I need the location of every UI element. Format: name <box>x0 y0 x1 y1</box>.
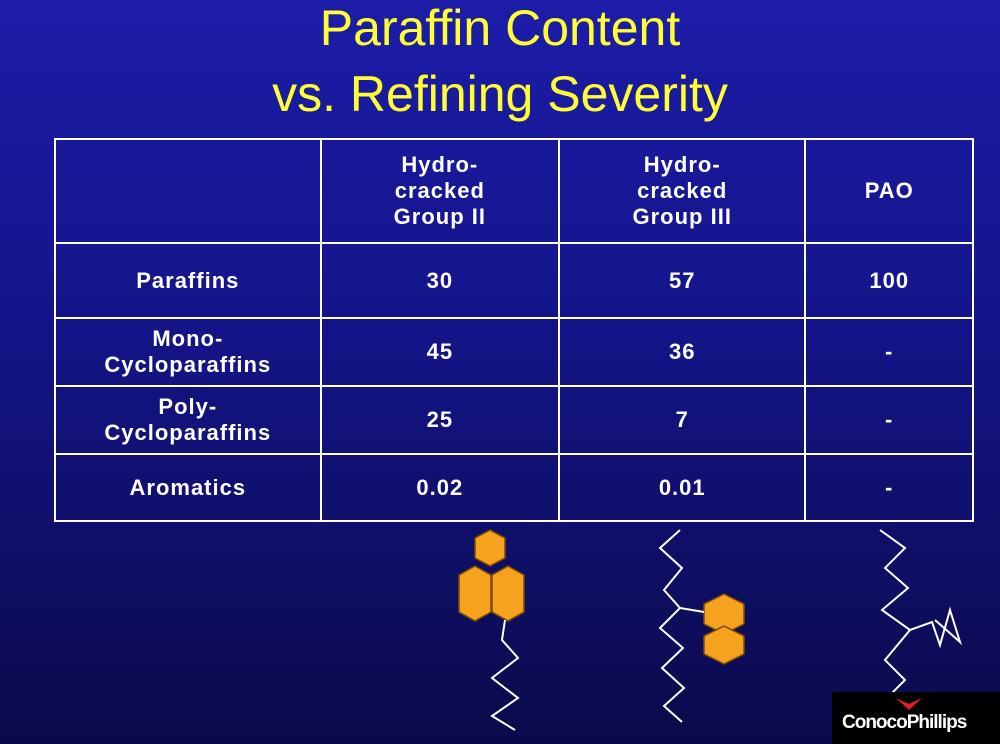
row-label: Paraffins <box>54 242 322 319</box>
cell: 36 <box>558 317 807 387</box>
empty-cell <box>54 138 322 244</box>
cell: - <box>804 385 974 455</box>
logo: ConocoPhillips <box>832 692 1000 744</box>
row-label: Mono- Cycloparaffins <box>54 317 322 387</box>
ring <box>491 565 525 622</box>
ring <box>474 529 506 567</box>
cell: 100 <box>804 242 974 319</box>
row: Paraffins 30 57 100 <box>54 242 974 319</box>
chain <box>879 529 963 649</box>
header-cell: Hydro- cracked Group III <box>558 138 807 244</box>
ring <box>458 565 492 622</box>
header-cell: Hydro- cracked Group II <box>319 138 561 244</box>
row: Poly- Cycloparaffins 25 7 - <box>54 385 974 455</box>
title-line: vs. Refining Severity <box>272 66 728 122</box>
chain <box>658 529 686 723</box>
cell: - <box>804 453 974 522</box>
row-label: Poly- Cycloparaffins <box>54 385 322 455</box>
cell: 25 <box>319 385 561 455</box>
row: Aromatics 0.02 0.01 - <box>54 453 974 522</box>
logo-mark <box>896 698 922 710</box>
logo-text: ConocoPhillips <box>842 712 967 733</box>
chain <box>679 607 705 613</box>
cell: 0.01 <box>558 453 807 522</box>
title-line: Paraffin Content <box>319 0 681 56</box>
cell: 7 <box>558 385 807 455</box>
cell: 0.02 <box>319 453 561 522</box>
cell: 57 <box>558 242 807 319</box>
chain <box>490 619 520 731</box>
cell: - <box>804 317 974 387</box>
header-cell: PAO <box>804 138 974 244</box>
cell: 30 <box>319 242 561 319</box>
cell: 45 <box>319 317 561 387</box>
header-row: Hydro- cracked Group II Hydro- cracked G… <box>54 138 974 244</box>
row: Mono- Cycloparaffins 45 36 - <box>54 317 974 387</box>
data-table: Hydro- cracked Group II Hydro- cracked G… <box>54 138 974 522</box>
ring <box>703 625 745 665</box>
row-label: Aromatics <box>54 453 322 522</box>
